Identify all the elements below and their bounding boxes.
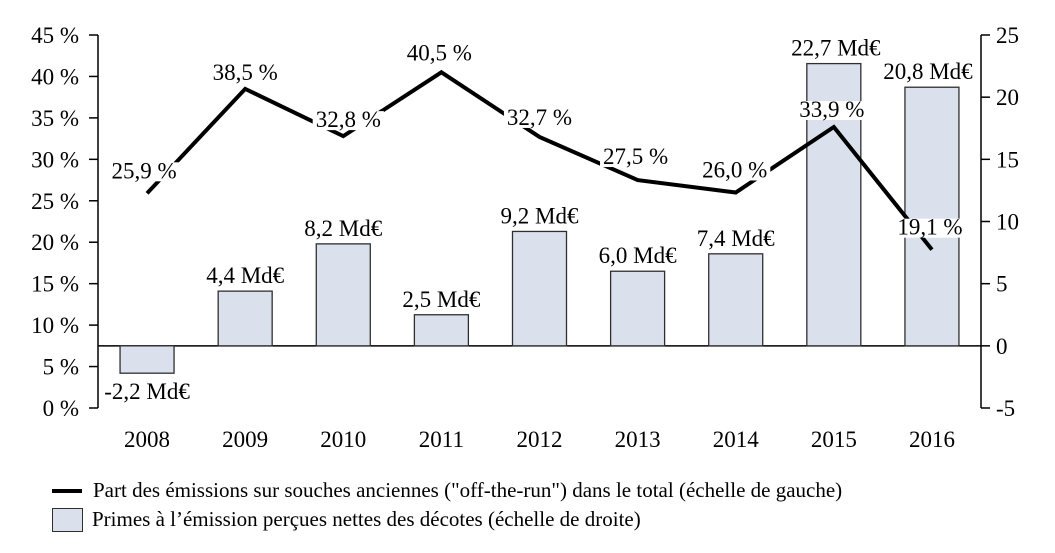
- bar-2013: [609, 270, 666, 347]
- bar-swatch-icon: [52, 507, 83, 532]
- bar-2010: [315, 243, 371, 347]
- right-tick-label: 15: [996, 147, 1019, 172]
- line-swatch-icon: [52, 488, 82, 493]
- left-tick-label: 5 %: [43, 355, 79, 380]
- x-axis-label-2009: 2009: [222, 427, 268, 452]
- legend: Part des émissions sur souches anciennes…: [0, 476, 1055, 534]
- x-axis-label-2014: 2014: [713, 427, 760, 452]
- combo-chart: 0 % 5 % 10 % 15 % 20 % 25 % 30 % 35 % 40 % 45 % -5…: [31, 23, 1019, 452]
- chart-area: 0 % 5 % 10 % 15 % 20 % 25 % 30 % 35 % 40 % 45 % -5…: [31, 23, 1019, 452]
- left-tick-label: 45 %: [31, 23, 79, 48]
- line-label-2011: 40,5 %: [407, 40, 472, 65]
- line-label-2009-bg: [209, 63, 281, 83]
- line-label-2012: 32,7 %: [507, 105, 572, 130]
- line-label-2010: 32,8 %: [316, 107, 381, 132]
- bar-label-2016: 20,8 Md€: [883, 59, 973, 84]
- bar-label-2010: 8,2 Md€: [304, 216, 382, 241]
- right-tick-label: 10: [996, 210, 1019, 235]
- bar-label-2013: 6,0 Md€: [599, 243, 677, 268]
- legend-bar-label: Primes à l’émission perçues nettes des d…: [92, 507, 641, 531]
- line-label-2015: 33,9 %: [799, 97, 864, 122]
- bar-label-2016-bg: [880, 63, 977, 83]
- bar-label-2011-bg: [399, 290, 484, 310]
- x-axis-label-2013: 2013: [615, 427, 661, 452]
- x-axis-label-2016: 2016: [909, 427, 955, 452]
- left-tick-label: 0 %: [43, 396, 79, 421]
- left-tick-label: 25 %: [31, 189, 79, 214]
- line-label-2012-bg: [503, 108, 576, 128]
- bar-2014: [708, 253, 764, 347]
- bar-label-2009: 4,4 Md€: [206, 263, 284, 288]
- line-label-2008: 25,9 %: [111, 158, 176, 183]
- left-tick-label: 30 %: [31, 147, 79, 172]
- bar-2016: [904, 86, 960, 347]
- left-tick-label: 40 %: [31, 64, 79, 89]
- x-axis-label-2015: 2015: [811, 427, 857, 452]
- bar-label-2008-bg: [101, 383, 194, 403]
- x-axis-label-2010: 2010: [320, 427, 366, 452]
- left-tick-label: 10 %: [31, 313, 79, 338]
- bar-label-2010-bg: [301, 219, 386, 239]
- x-axis-label-2008: 2008: [124, 427, 170, 452]
- trend-line: [145, 69, 934, 251]
- line-label-2016: 19,1 %: [897, 215, 962, 240]
- left-tick-label: 20 %: [31, 230, 79, 255]
- right-tick-label: 0: [996, 334, 1008, 359]
- line-label-2015-bg: [796, 101, 868, 121]
- bar-label-2011: 2,5 Md€: [402, 287, 480, 312]
- bar-2009: [217, 290, 273, 347]
- line-label-2009: 38,5 %: [213, 60, 278, 85]
- x-axis-label-2012: 2012: [517, 427, 563, 452]
- line-label-2014: 26,0 %: [702, 157, 767, 182]
- line-label-2008-bg: [108, 162, 180, 182]
- line-label-2013-bg: [600, 148, 672, 168]
- bar-label-2013-bg: [595, 247, 681, 267]
- legend-item-bar: Primes à l’émission perçues nettes des d…: [52, 505, 1055, 534]
- bar-2008: [119, 345, 175, 374]
- legend-line-label: Part des émissions sur souches anciennes…: [93, 478, 843, 502]
- bar-label-2009-bg: [203, 267, 288, 287]
- left-tick-label: 35 %: [31, 106, 79, 131]
- line-label-2011-bg: [403, 44, 475, 64]
- bar-label-2014-bg: [693, 229, 779, 249]
- line-label-2014-bg: [699, 161, 771, 181]
- bar-label-2012-bg: [497, 207, 582, 227]
- line-label-2016-bg: [894, 218, 966, 238]
- bar-label-2014: 7,4 Md€: [697, 226, 775, 251]
- bar-2012: [511, 230, 568, 347]
- bar-label-2015-bg: [788, 39, 885, 59]
- bar-label-2015: 22,7 Md€: [791, 36, 881, 61]
- right-tick-label: 5: [996, 272, 1008, 297]
- line-label-2013: 27,5 %: [603, 144, 668, 169]
- bar-2011: [413, 314, 470, 347]
- x-axis-label-2011: 2011: [419, 427, 464, 452]
- line-label-2010-bg: [312, 111, 384, 131]
- legend-item-line: Part des émissions sur souches anciennes…: [52, 476, 1055, 505]
- right-tick-label: 20: [996, 85, 1019, 110]
- bar-label-2008: -2,2 Md€: [104, 379, 190, 404]
- bar-label-2012: 9,2 Md€: [501, 203, 579, 228]
- left-tick-label: 15 %: [31, 272, 79, 297]
- right-tick-label: 25: [996, 23, 1019, 48]
- right-tick-label: -5: [996, 396, 1015, 421]
